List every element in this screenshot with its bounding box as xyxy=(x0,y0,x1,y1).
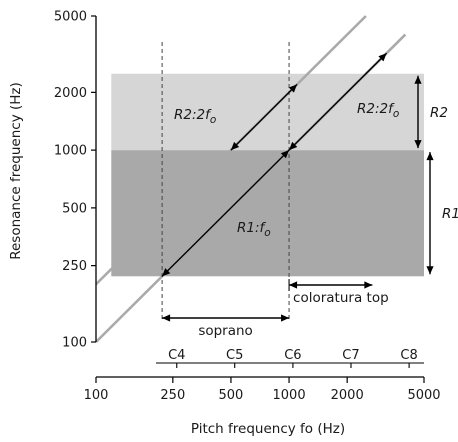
segment-2-head-start xyxy=(289,141,298,151)
y-tick-label-5000: 5000 xyxy=(54,10,87,25)
segment-1-head-start xyxy=(162,268,171,277)
r1-band xyxy=(111,150,424,277)
label-r2-2fo: R2:2fo xyxy=(174,107,216,126)
band-arrow-R2-head-start xyxy=(414,75,422,84)
note-label-C5: C5 xyxy=(226,348,243,363)
x-tick-label-1000: 1000 xyxy=(273,388,306,403)
y-axis-title: Resonance frequency (Hz) xyxy=(8,82,24,260)
band-arrows: R2 R1 xyxy=(414,75,458,275)
segment-1 xyxy=(161,149,290,277)
x-axis-title: Pitch frequency fo (Hz) xyxy=(191,421,345,437)
note-label-C7: C7 xyxy=(342,348,359,363)
x-tick-label-5000: 5000 xyxy=(407,388,440,403)
y-tick-label-500: 500 xyxy=(62,201,87,216)
label-r1-fo: R1:fo xyxy=(237,220,271,239)
band-arrow-R2-head-end xyxy=(414,140,422,149)
note-label-C4: C4 xyxy=(168,348,185,363)
note-label-C8: C8 xyxy=(400,348,417,363)
tracking-segments xyxy=(161,52,388,277)
range-label-coloratura-top: coloratura top xyxy=(293,290,389,306)
segment-1-head-end xyxy=(280,150,290,159)
y-tick-label-1000: 1000 xyxy=(54,144,87,159)
range-arrow-coloratura-top-head-end xyxy=(364,281,373,289)
band-arrow-R1-head-end xyxy=(426,266,434,275)
x-tick-label-250: 250 xyxy=(160,388,185,403)
label-r2-fo: R2:2fo xyxy=(357,101,399,120)
line-labels: R1:fo R2:2fo R2:2fo xyxy=(174,101,399,239)
range-arrow-coloratura-top-head-start xyxy=(289,281,298,289)
y-axis: 100 250 500 1000 2000 5000 xyxy=(54,10,97,351)
x-tick-label-500: 500 xyxy=(219,388,244,403)
band-arrow-R1-head-start xyxy=(426,152,434,161)
segment-3 xyxy=(230,83,298,151)
segment-3-head-start xyxy=(230,141,240,151)
voice-ranges: soprano coloratura top xyxy=(162,279,389,339)
x-tick-label-2000: 2000 xyxy=(331,388,364,403)
segment-2 xyxy=(288,52,388,151)
range-arrow-soprano-head-start xyxy=(162,314,171,322)
x-tick-label-100: 100 xyxy=(84,388,109,403)
y-tick-label-100: 100 xyxy=(62,336,87,351)
note-label-C6: C6 xyxy=(284,348,301,363)
y-tick-label-250: 250 xyxy=(62,259,87,274)
band-label-R1: R1 xyxy=(442,206,458,222)
segment-3-head-end xyxy=(288,84,298,93)
range-label-soprano: soprano xyxy=(198,323,253,339)
note-axis: C4 C5 C6 C7 C8 xyxy=(156,348,424,368)
range-arrow-soprano-head-end xyxy=(281,314,290,322)
segment-2-head-end xyxy=(378,53,387,62)
band-label-R2: R2 xyxy=(430,105,448,121)
y-tick-label-2000: 2000 xyxy=(54,86,87,101)
x-axis: 100 250 500 1000 2000 5000 xyxy=(84,376,441,403)
